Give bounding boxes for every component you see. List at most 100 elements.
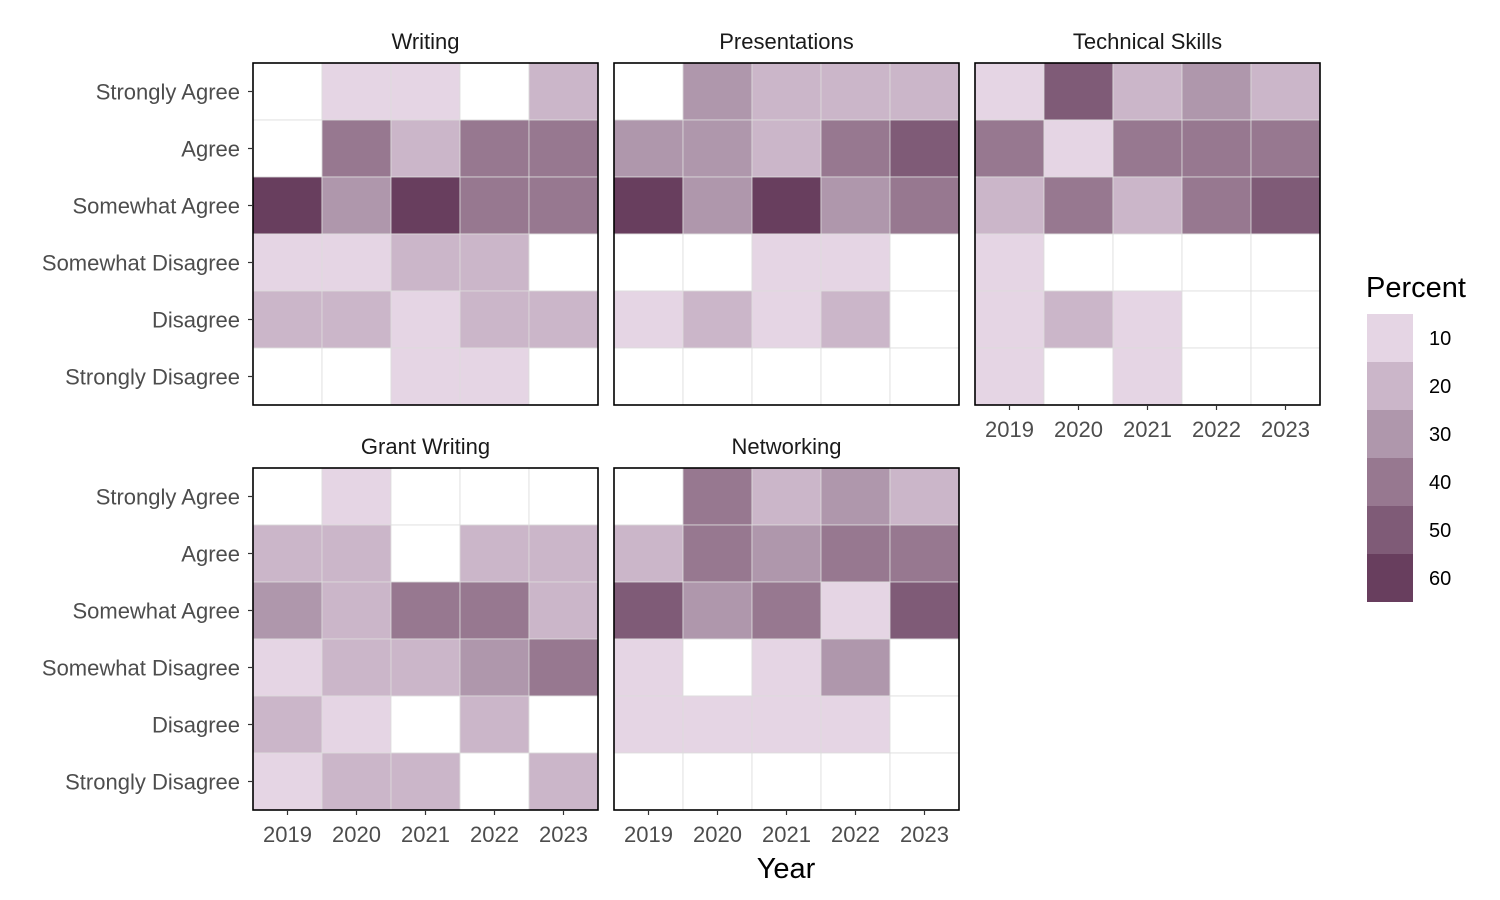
heatmap-cell	[820, 347, 891, 406]
heatmap-cell	[528, 752, 599, 811]
legend-label: 10	[1429, 328, 1451, 350]
heatmap-cell	[252, 524, 323, 583]
heatmap-cell	[682, 347, 753, 406]
heatmap-cell	[889, 62, 960, 121]
heatmap-cell	[528, 62, 599, 121]
panels-layer: Writing Strongly Agree Agree Somewhat Agree…	[42, 29, 1321, 847]
heatmap-cell	[321, 62, 392, 121]
heatmap-cell	[820, 119, 891, 178]
heatmap-cell	[613, 695, 684, 754]
heatmap-cell	[390, 638, 461, 697]
heatmap-cell	[528, 290, 599, 349]
y-tick-label: Somewhat Disagree	[42, 251, 240, 276]
heatmap-cell	[459, 176, 530, 235]
facet-panel: Writing Strongly Agree Agree Somewhat Agree…	[42, 29, 599, 406]
heatmap-cell	[528, 233, 599, 292]
facet-panel: Networking 2019 2020 2021 2022 2023	[613, 434, 960, 847]
heatmap-cell	[613, 524, 684, 583]
y-tick-label: Disagree	[152, 308, 240, 333]
heatmap-cell	[459, 752, 530, 811]
heatmap-cell	[682, 176, 753, 235]
heatmap-cell	[1043, 62, 1114, 121]
heatmap-cell	[820, 695, 891, 754]
heatmap-cell	[820, 62, 891, 121]
heatmap-cell	[751, 233, 822, 292]
heatmap-cell	[459, 119, 530, 178]
heatmap-cell	[751, 62, 822, 121]
heatmap-cell	[751, 581, 822, 640]
heatmap-cell	[820, 233, 891, 292]
y-tick-label: Disagree	[152, 713, 240, 738]
heatmap-cell	[974, 347, 1045, 406]
x-tick-label: 2019	[624, 822, 673, 847]
heatmap-cell	[1043, 176, 1114, 235]
heatmap-cell	[252, 752, 323, 811]
heatmap-cell	[1112, 347, 1183, 406]
heatmap-cell	[321, 695, 392, 754]
heatmap-cell	[252, 62, 323, 121]
legend-label: 50	[1429, 520, 1451, 542]
heatmap-cell	[751, 467, 822, 526]
heatmap-cell	[390, 233, 461, 292]
y-tick-label: Somewhat Agree	[72, 599, 240, 624]
heatmap-cell	[682, 467, 753, 526]
heatmap-cell	[1112, 233, 1183, 292]
heatmap-cell	[889, 467, 960, 526]
heatmap-cell	[390, 752, 461, 811]
legend-swatch	[1367, 458, 1413, 506]
legend: Percent 10 20 30 40 50 60	[1366, 272, 1466, 602]
heatmap-cell	[820, 176, 891, 235]
facet-panel: Presentations	[613, 29, 960, 406]
heatmap-cell	[252, 176, 323, 235]
heatmap-cell	[682, 695, 753, 754]
heatmap-cell	[682, 290, 753, 349]
x-tick-label: 2021	[1123, 417, 1172, 442]
heatmap-cell	[252, 695, 323, 754]
heatmap-cell	[252, 119, 323, 178]
heatmap-cell	[889, 581, 960, 640]
heatmap-cell	[820, 581, 891, 640]
x-tick-label: 2021	[401, 822, 450, 847]
x-tick-label: 2023	[900, 822, 949, 847]
heatmap-cell	[1181, 62, 1252, 121]
heatmap-cell	[751, 290, 822, 349]
y-tick-label: Agree	[181, 542, 240, 567]
heatmap-cell	[613, 62, 684, 121]
heatmap-cell	[390, 581, 461, 640]
heatmap-cell	[1250, 290, 1321, 349]
heatmap-cell	[459, 62, 530, 121]
heatmap-cell	[321, 638, 392, 697]
heatmap-cell	[889, 233, 960, 292]
heatmap-cell	[459, 638, 530, 697]
heatmap-cell	[820, 638, 891, 697]
heatmap-cell	[889, 119, 960, 178]
heatmap-cell	[1250, 347, 1321, 406]
x-tick-label: 2022	[1192, 417, 1241, 442]
heatmap-cell	[974, 176, 1045, 235]
heatmap-cell	[459, 581, 530, 640]
heatmap-cell	[751, 524, 822, 583]
heatmap-cell	[1112, 62, 1183, 121]
heatmap-cell	[751, 638, 822, 697]
facet-title: Writing	[391, 29, 459, 54]
heatmap-cell	[390, 119, 461, 178]
heatmap-cell	[751, 752, 822, 811]
y-tick-label: Strongly Disagree	[65, 365, 240, 390]
heatmap-cell	[613, 119, 684, 178]
heatmap-cell	[321, 467, 392, 526]
heatmap-cell	[390, 176, 461, 235]
heatmap-cell	[1250, 62, 1321, 121]
heatmap-cell	[1181, 119, 1252, 178]
x-tick-label: 2022	[831, 822, 880, 847]
heatmap-cell	[390, 695, 461, 754]
heatmap-cell	[682, 119, 753, 178]
heatmap-cell	[528, 467, 599, 526]
heatmap-cell	[820, 524, 891, 583]
heatmap-cell	[321, 176, 392, 235]
heatmap-cell	[321, 581, 392, 640]
heatmap-cell	[321, 290, 392, 349]
heatmap-cell	[1112, 119, 1183, 178]
facet-title: Networking	[731, 434, 841, 459]
y-tick-label: Agree	[181, 137, 240, 162]
